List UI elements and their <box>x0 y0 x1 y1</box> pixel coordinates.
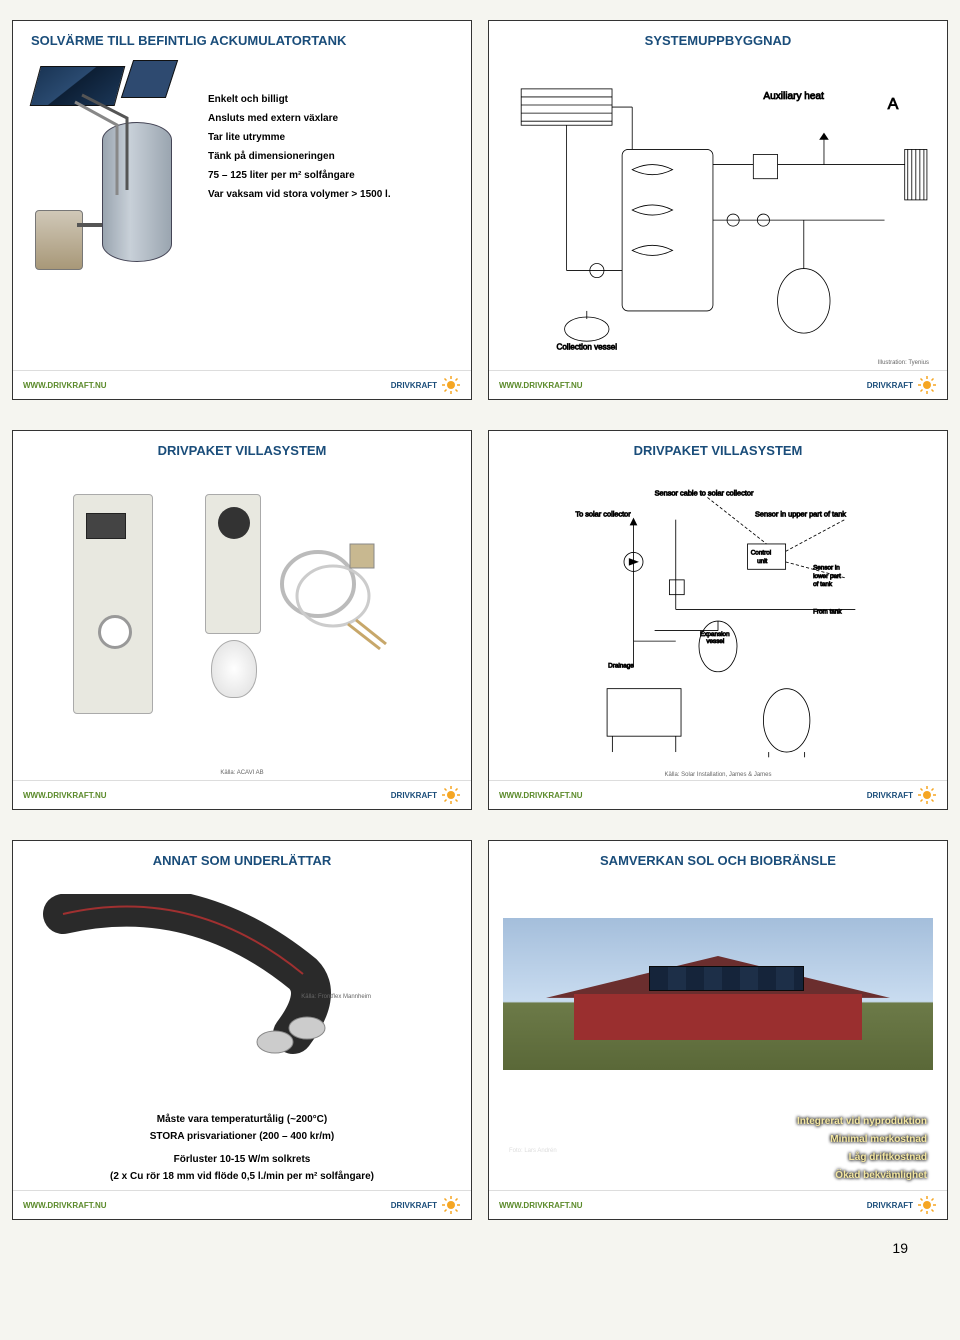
solar-collector-icon <box>121 60 178 98</box>
svg-text:To solar collector: To solar collector <box>575 509 631 518</box>
sun-icon <box>441 375 461 395</box>
text-line: Enkelt och billigt <box>208 90 457 109</box>
footer-url: WWW.DRIVKRAFT.NU <box>499 1201 583 1210</box>
house-photo <box>503 918 933 1070</box>
sun-icon <box>441 785 461 805</box>
panel-grid: SOLVÄRME TILL BEFINTLIG ACKUMULATORTANK … <box>12 20 948 1220</box>
footer-url: WWW.DRIVKRAFT.NU <box>499 381 583 390</box>
svg-text:Sensor cable to solar collecto: Sensor cable to solar collector <box>655 488 754 497</box>
footer-brand: DRIVKRAFT <box>391 1195 461 1215</box>
text-line: Tar lite utrymme <box>208 128 457 147</box>
credit-note: Källa: ACAVI AB <box>220 770 263 776</box>
credit-note: Källa: Frontflex Mannheim <box>301 994 371 1000</box>
brand-label: DRIVKRAFT <box>391 381 437 390</box>
svg-text:of tank: of tank <box>813 581 833 588</box>
text-block: Måste vara temperaturtålig (~200°C) STOR… <box>13 1111 471 1185</box>
panel-solvarme: SOLVÄRME TILL BEFINTLIG ACKUMULATORTANK … <box>12 20 472 400</box>
panel-footer: WWW.DRIVKRAFT.NU DRIVKRAFT <box>489 780 947 809</box>
schematic-diagram: Auxiliary heat A <box>501 54 935 366</box>
svg-text:A: A <box>888 95 899 113</box>
credit-note: Källa: Solar Installation, James & James <box>664 772 771 778</box>
text-line: Ansluts med extern växlare <box>208 109 457 128</box>
brand-label: DRIVKRAFT <box>867 1201 913 1210</box>
text-line: STORA prisvariationer (200 – 400 kr/m) <box>13 1128 471 1145</box>
text-line: (2 x Cu rör 18 mm vid flöde 0,5 l./min p… <box>13 1168 471 1185</box>
control-unit-icon <box>73 494 153 714</box>
solar-collector-icon <box>30 66 126 106</box>
panel-title: DRIVPAKET VILLASYSTEM <box>489 431 947 464</box>
text-line: Ökad bekvämlighet <box>489 1167 927 1185</box>
text-line: Tänk på dimensioneringen <box>208 147 457 166</box>
panel-title: ANNAT SOM UNDERLÄTTAR <box>13 841 471 874</box>
sun-icon <box>917 1195 937 1215</box>
footer-url: WWW.DRIVKRAFT.NU <box>23 791 107 800</box>
sun-icon <box>917 785 937 805</box>
text-line: Minimal merkostnad <box>489 1131 927 1149</box>
panel-title: DRIVPAKET VILLASYSTEM <box>13 431 471 464</box>
panel-drivpaket-photo: DRIVPAKET VILLASYSTEM Källa: ACAVI AB <box>12 430 472 810</box>
footer-brand: DRIVKRAFT <box>391 375 461 395</box>
footer-url: WWW.DRIVKRAFT.NU <box>23 1201 107 1210</box>
text-line: 75 – 125 liter per m² solfångare <box>208 166 457 185</box>
text-line: Låg driftkostnad <box>489 1149 927 1167</box>
panel-footer: WWW.DRIVKRAFT.NU DRIVKRAFT <box>13 780 471 809</box>
svg-text:Expansion: Expansion <box>700 631 730 638</box>
text-line: Förluster 10-15 W/m solkrets <box>13 1151 471 1168</box>
panel-drivpaket-diagram: DRIVPAKET VILLASYSTEM Sensor cable to so… <box>488 430 948 810</box>
house-icon <box>546 956 890 1040</box>
page-number: 19 <box>12 1220 948 1256</box>
insulated-pipe-icon <box>43 894 333 1064</box>
text-line: Måste vara temperaturtålig (~200°C) <box>13 1111 471 1128</box>
expansion-vessel-icon <box>211 640 257 698</box>
svg-text:Drainage: Drainage <box>608 663 634 670</box>
panel-annat: ANNAT SOM UNDERLÄTTAR Källa: Frontflex M… <box>12 840 472 1220</box>
schematic-diagram: Sensor cable to solar collector To solar… <box>549 474 887 766</box>
footer-brand: DRIVKRAFT <box>867 375 937 395</box>
text-line: Var vaksam vid stora volymer > 1500 l. <box>208 185 457 204</box>
brand-label: DRIVKRAFT <box>391 791 437 800</box>
sun-icon <box>441 1195 461 1215</box>
panel-footer: WWW.DRIVKRAFT.NU DRIVKRAFT <box>489 1190 947 1219</box>
footer-brand: DRIVKRAFT <box>391 785 461 805</box>
panel-title: SAMVERKAN SOL OCH BIOBRÄNSLE <box>489 841 947 874</box>
panel-body: Enkelt och billigt Ansluts med extern vä… <box>13 54 471 370</box>
panel-footer: WWW.DRIVKRAFT.NU DRIVKRAFT <box>13 1190 471 1219</box>
brand-label: DRIVKRAFT <box>391 1201 437 1210</box>
panel-footer: WWW.DRIVKRAFT.NU DRIVKRAFT <box>13 370 471 399</box>
panel-systemuppbyggnad: SYSTEMUPPBYGGNAD Auxiliary heat A <box>488 20 948 400</box>
panel-body: Källa: ACAVI AB <box>13 464 471 780</box>
svg-text:Control: Control <box>751 550 771 557</box>
heat-exchanger-icon <box>35 210 83 270</box>
footer-url: WWW.DRIVKRAFT.NU <box>23 381 107 390</box>
svg-text:Auxiliary heat: Auxiliary heat <box>763 91 824 102</box>
roof-solar-panels-icon <box>649 966 804 991</box>
svg-text:unit: unit <box>757 558 767 565</box>
panel-samverkan: SAMVERKAN SOL OCH BIOBRÄNSLE Foto: Lars … <box>488 840 948 1220</box>
panel-title: SOLVÄRME TILL BEFINTLIG ACKUMULATORTANK <box>13 21 471 54</box>
svg-text:Sensor in upper part of tank: Sensor in upper part of tank <box>755 509 846 518</box>
credit-note: Illustration: Tyenius <box>878 360 929 366</box>
text-block: Enkelt och billigt Ansluts med extern vä… <box>208 60 457 364</box>
text-line: Integrerat vid nyproduktion <box>489 1113 927 1131</box>
illustration-area <box>27 60 202 364</box>
footer-brand: DRIVKRAFT <box>867 785 937 805</box>
sun-icon <box>917 375 937 395</box>
tank-icon <box>102 122 172 262</box>
panel-footer: WWW.DRIVKRAFT.NU DRIVKRAFT <box>489 370 947 399</box>
panel-body: Auxiliary heat A <box>489 54 947 370</box>
brand-label: DRIVKRAFT <box>867 791 913 800</box>
svg-text:Collection vessel: Collection vessel <box>557 342 618 351</box>
svg-text:vessel: vessel <box>706 638 724 645</box>
footer-brand: DRIVKRAFT <box>867 1195 937 1215</box>
text-block: Integrerat vid nyproduktion Minimal merk… <box>489 1113 947 1185</box>
panel-title: SYSTEMUPPBYGGNAD <box>489 21 947 54</box>
panel-body: Sensor cable to solar collector To solar… <box>489 464 947 780</box>
footer-url: WWW.DRIVKRAFT.NU <box>499 791 583 800</box>
accessories-icon <box>278 534 388 654</box>
pump-unit-icon <box>205 494 261 634</box>
svg-text:lower part: lower part <box>813 573 841 580</box>
brand-label: DRIVKRAFT <box>867 381 913 390</box>
